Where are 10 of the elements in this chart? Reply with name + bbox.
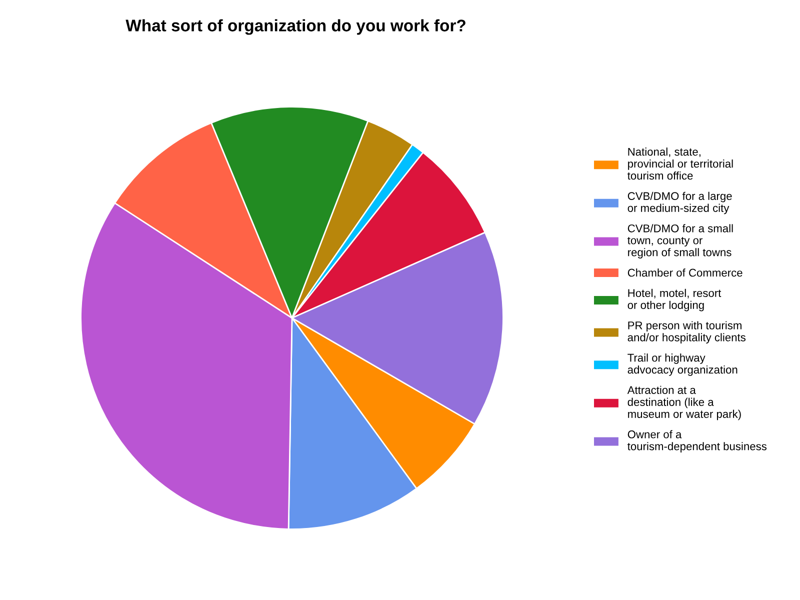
legend-label: Owner of a tourism-dependent business — [628, 430, 767, 452]
legend-label: Hotel, motel, resort or other lodging — [628, 288, 722, 312]
legend-label: CVB/DMO for a small town, county or region of small towns — [628, 224, 733, 258]
legend-label: PR person with tourism and/or hospitality clients — [628, 321, 746, 344]
chart-title: What sort of organization do you work for? — [126, 19, 466, 35]
legend-label: CVB/DMO for a large or medium-sized city — [628, 192, 732, 214]
legend-label: National, state, provincial or territorial tourism office — [628, 148, 733, 180]
legend-label: Chamber of Commerce — [628, 268, 742, 277]
legend-label: Attraction at a destination (like a museum or water park) — [627, 386, 741, 420]
legend-label: Trail or highway advocacy organization — [628, 354, 738, 376]
